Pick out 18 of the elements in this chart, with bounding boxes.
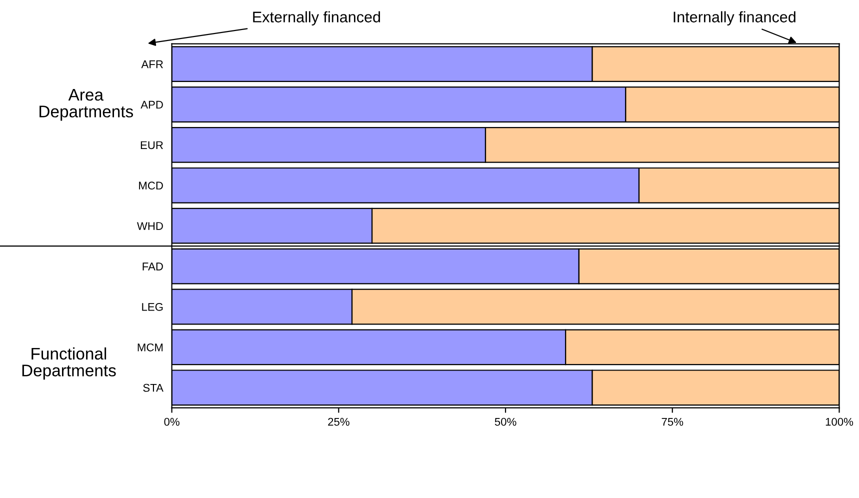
y-tick-label: AFR: [141, 60, 163, 68]
x-tick-label: 100%: [826, 418, 854, 426]
series-label: Internally financed: [674, 11, 796, 26]
y-tick-label: FAD: [142, 262, 163, 270]
series-label: Externally financed: [253, 11, 380, 26]
y-tick-label: EUR: [140, 141, 163, 150]
text: Area Departments: [40, 89, 134, 121]
x-tick-label: 25%: [328, 418, 350, 426]
x-tick-label: 50%: [494, 418, 516, 426]
x-tick-label: 0%: [164, 418, 180, 426]
y-tick-label: MCD: [139, 182, 163, 190]
y-tick-label: MCM: [138, 343, 163, 352]
y-tick-label: APD: [140, 100, 163, 109]
y-tick-label: WHD: [136, 222, 163, 230]
y-tick-label: STA: [143, 384, 164, 392]
x-tick-label: 75%: [662, 418, 684, 426]
y-tick-label: LEG: [142, 303, 163, 311]
text: Functional Departments: [22, 347, 116, 380]
